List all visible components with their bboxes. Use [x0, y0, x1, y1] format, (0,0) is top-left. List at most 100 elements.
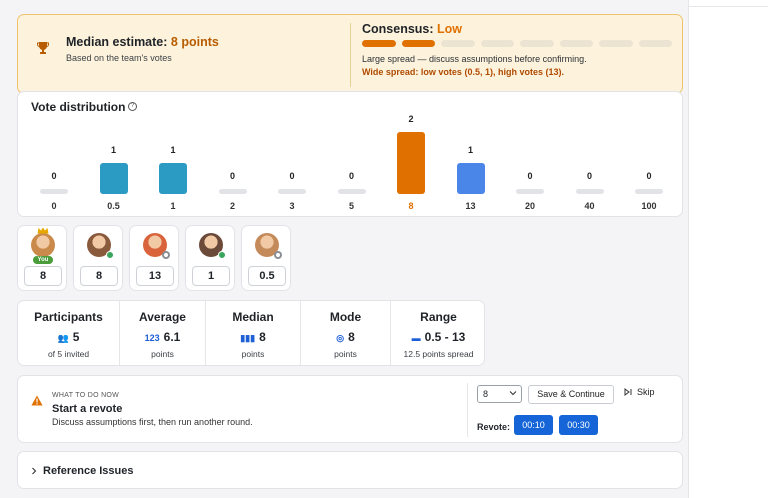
- vote-value: 8: [80, 266, 118, 286]
- distribution-label: 5: [348, 201, 354, 211]
- final-estimate-value: 8: [483, 389, 489, 399]
- stat-value: 123 6.1: [144, 330, 181, 344]
- distribution-count: 2: [408, 114, 414, 124]
- median-estimate-subtitle: Based on the team's votes: [66, 53, 172, 63]
- distribution-column: 1 0.5: [94, 92, 134, 218]
- consensus-segment: [520, 40, 554, 47]
- chevron-down-icon: [509, 391, 517, 396]
- consensus-segment: [559, 40, 593, 47]
- distribution-column: 0 20: [510, 92, 550, 218]
- final-estimate-select[interactable]: 8: [477, 385, 522, 403]
- distribution-bar: [397, 132, 425, 194]
- distribution-bar: [40, 189, 68, 194]
- distribution-label: 20: [524, 201, 535, 211]
- ruler-icon: ▬: [411, 333, 421, 343]
- stat-title: Median: [232, 310, 274, 324]
- distribution-count: 0: [348, 171, 354, 181]
- distribution-label: 8: [408, 201, 414, 211]
- stat-title: Average: [139, 310, 186, 324]
- save-continue-button[interactable]: Save & Continue: [528, 385, 614, 404]
- distribution-bar: [218, 189, 247, 194]
- voter-card: 1: [185, 225, 235, 291]
- consensus-meter: [362, 40, 672, 47]
- trophy-icon: [37, 42, 49, 54]
- median-estimate-value: 8 points: [170, 35, 219, 49]
- distribution-bar: [635, 189, 663, 194]
- distribution-count: 0: [229, 171, 235, 181]
- stat-subtitle: 12.5 points spread: [403, 349, 474, 359]
- stat-value: ▮▮▮ 8: [240, 330, 266, 344]
- distribution-bar: [278, 189, 306, 194]
- distribution-label: 100: [641, 201, 657, 211]
- stat-title: Participants: [34, 310, 103, 324]
- divider: [467, 383, 468, 437]
- action-description: Discuss assumptions first, then run anot…: [52, 417, 253, 427]
- estimate-summary-card: Median estimate: 8 points Based on the t…: [17, 14, 683, 94]
- consensus-description: Large spread — discuss assumptions befor…: [362, 54, 587, 64]
- consensus-segment: [480, 40, 514, 47]
- skip-label: Skip: [637, 387, 655, 397]
- distribution-label: 2: [229, 201, 235, 211]
- info-icon[interactable]: ?: [128, 102, 137, 111]
- revote-timer-30s-button[interactable]: 00:30: [559, 415, 598, 435]
- vote-value: 13: [136, 266, 174, 286]
- stat-title: Mode: [329, 310, 362, 324]
- consensus-value: Low: [437, 22, 463, 36]
- reference-issues-toggle[interactable]: Reference Issues: [17, 451, 683, 489]
- consensus-segment: [599, 40, 633, 47]
- stat-subtitle: points: [151, 349, 174, 359]
- skip-button[interactable]: Skip: [624, 387, 655, 397]
- distribution-count: 0: [289, 171, 295, 181]
- consensus-segment: [441, 40, 475, 47]
- stat-range: Range ▬ 0.5 - 13 12.5 points spread: [390, 301, 486, 365]
- stats-card: Participants 👥 5 of 5 invited Average 123 6.1 p…: [17, 300, 485, 366]
- stat-value: ◎ 8: [336, 330, 355, 344]
- reference-issues-title: Reference Issues: [43, 465, 134, 477]
- vote-value: 0.5: [248, 266, 286, 286]
- distribution-count: 0: [646, 171, 652, 181]
- distribution-column: 1 13: [451, 92, 491, 218]
- distribution-label: 0: [51, 201, 57, 211]
- distribution-count: 1: [170, 145, 176, 155]
- skip-icon: [624, 388, 632, 396]
- distribution-label: 40: [584, 201, 595, 211]
- voter-card: 13: [129, 225, 179, 291]
- crown-icon: [37, 227, 49, 234]
- users-icon: 👥: [57, 333, 69, 343]
- numbers-icon: 123: [144, 333, 160, 343]
- vote-value: 8: [24, 266, 62, 286]
- revote-timer-10s-button[interactable]: 00:10: [514, 415, 553, 435]
- median-estimate-title: Median estimate: 8 points: [66, 35, 219, 49]
- away-status-icon: [162, 251, 170, 259]
- distribution-count: 1: [110, 145, 116, 155]
- distribution-label: 0.5: [107, 201, 120, 211]
- distribution-column: 0 100: [629, 92, 669, 218]
- consensus-title: Consensus: Low: [362, 22, 463, 36]
- distribution-count: 0: [527, 171, 533, 181]
- distribution-label: 13: [465, 201, 476, 211]
- distribution-label: 3: [289, 201, 295, 211]
- distribution-bar: [456, 163, 485, 194]
- stat-subtitle: of 5 invited: [47, 349, 90, 359]
- distribution-count: 0: [51, 171, 57, 181]
- stat-value: ▬ 0.5 - 13: [411, 330, 466, 344]
- distribution-label: 1: [170, 201, 176, 211]
- online-status-icon: [218, 251, 226, 259]
- online-status-icon: [106, 251, 114, 259]
- stat-subtitle: points: [334, 349, 357, 359]
- stat-value: 👥 5: [57, 330, 80, 344]
- stat-average: Average 123 6.1 points: [119, 301, 205, 365]
- distribution-bar: [575, 189, 604, 194]
- chevron-right-icon: [32, 467, 37, 475]
- consensus-segment: [638, 40, 672, 47]
- voter-card: 0.5: [241, 225, 291, 291]
- voter-card: You 8: [17, 225, 67, 291]
- distribution-column: 0 40: [570, 92, 610, 218]
- revote-label: Revote:: [477, 422, 511, 432]
- distribution-count: 0: [586, 171, 592, 181]
